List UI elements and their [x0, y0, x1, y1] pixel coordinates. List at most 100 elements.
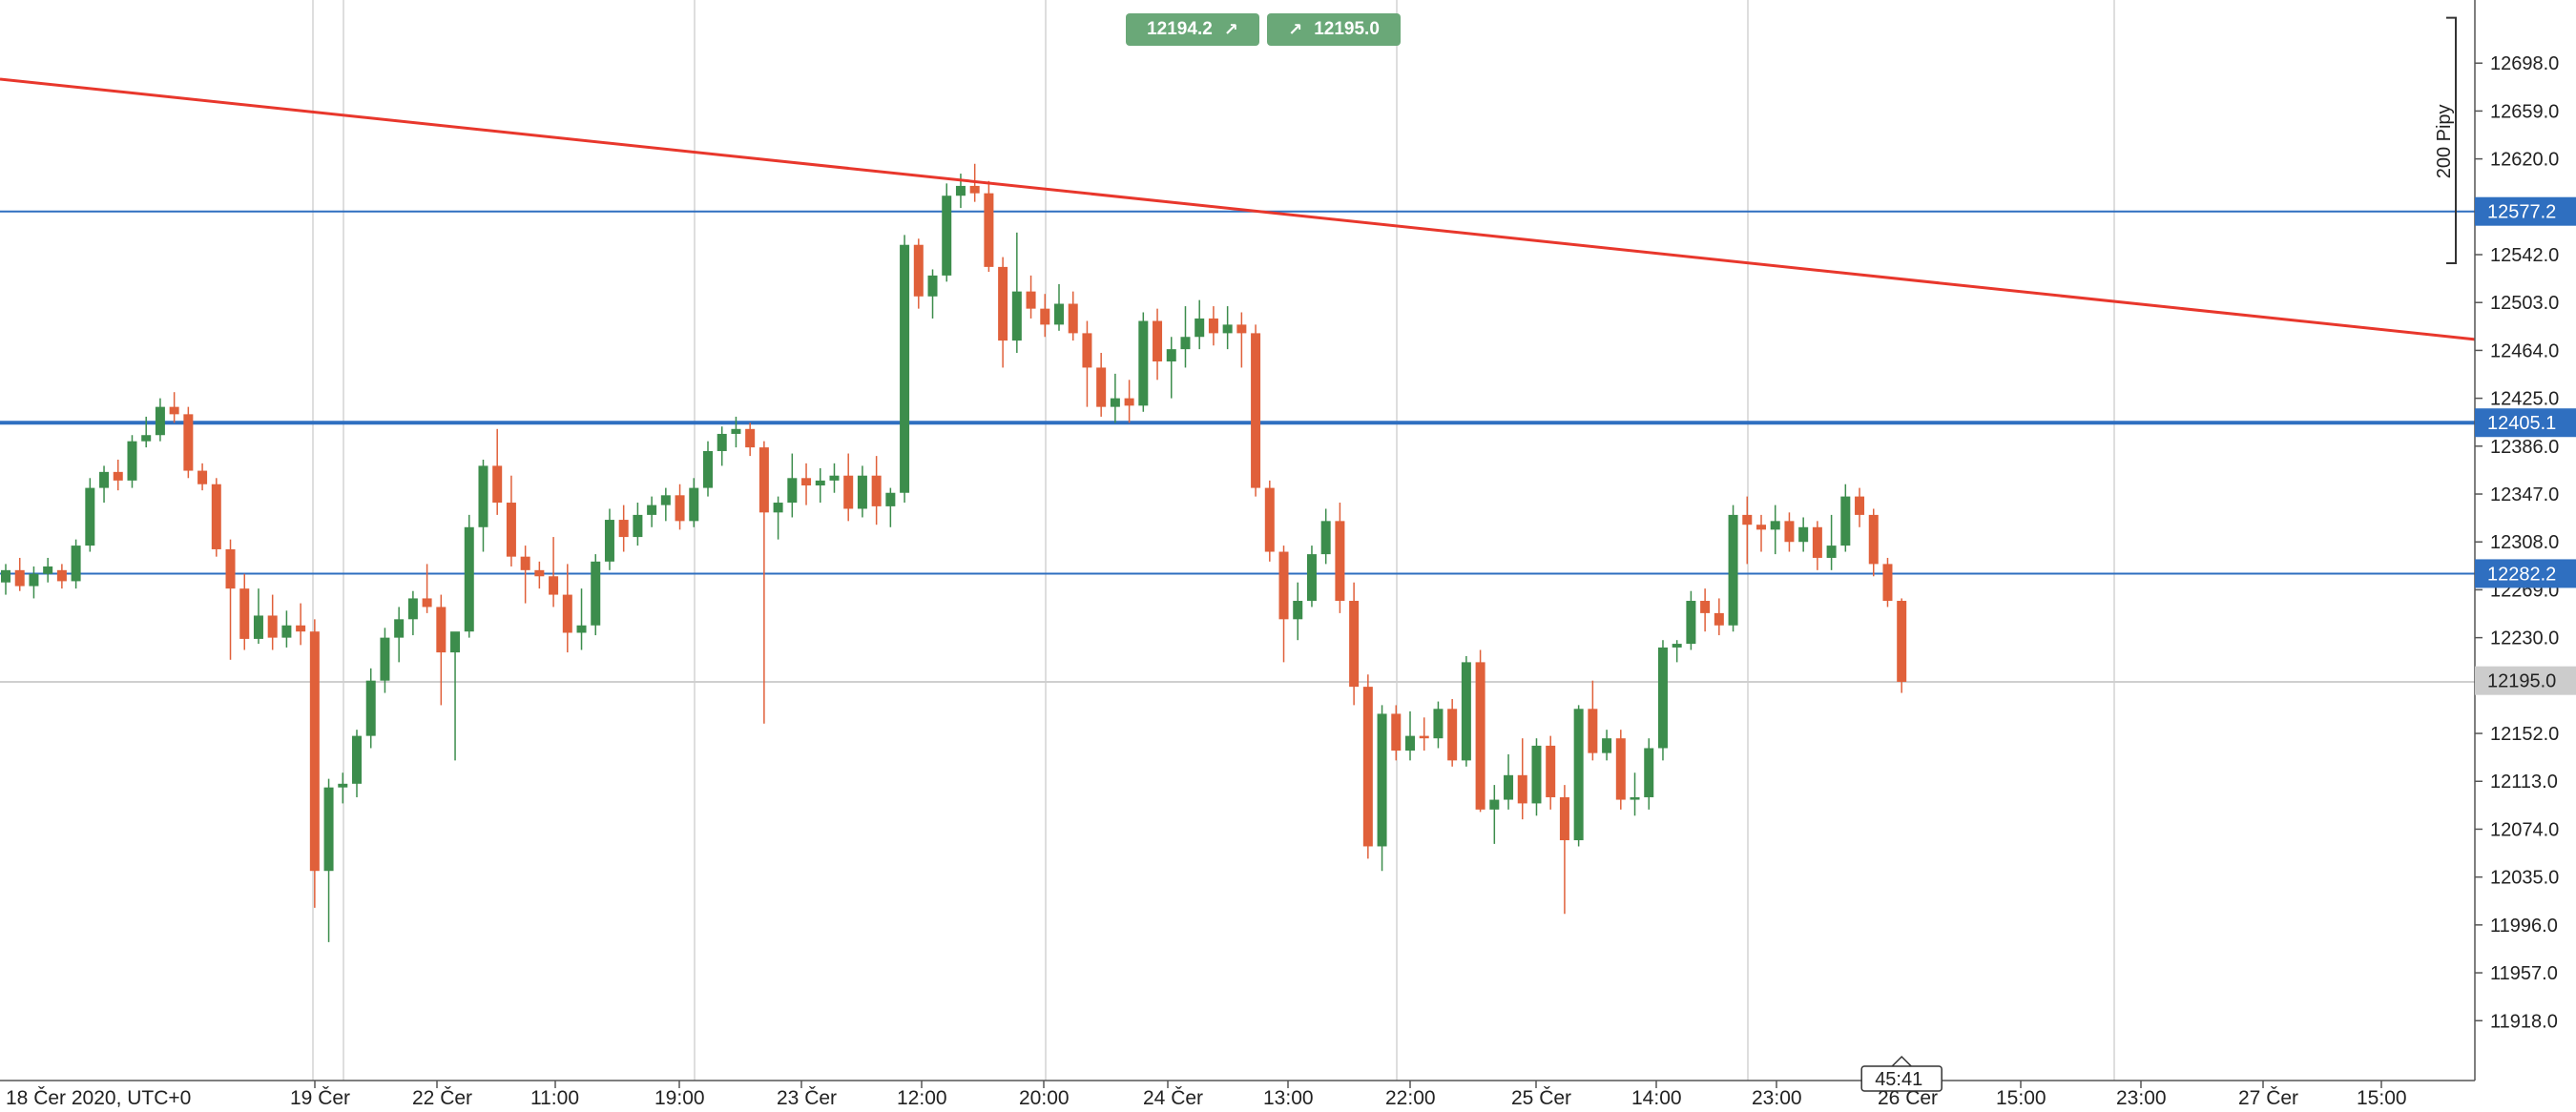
candle-body [1770, 521, 1780, 530]
candle-body [253, 615, 263, 639]
price-tick-label: 12425.0 [2490, 389, 2559, 410]
candle-body [183, 414, 194, 471]
price-level-label[interactable]: 12577.2 [2487, 202, 2556, 223]
price-tick-label: 11957.0 [2490, 963, 2558, 984]
candle-body [1657, 647, 1668, 749]
candle-body [380, 637, 390, 681]
candle [998, 257, 1008, 368]
candle-body [1222, 324, 1233, 334]
candle [1546, 735, 1556, 810]
time-tick-label: 23 Čer [777, 1087, 837, 1109]
candle-body [436, 607, 447, 653]
candle [520, 546, 530, 604]
candle [1419, 717, 1429, 752]
candle-body [197, 470, 208, 484]
candle [1195, 299, 1205, 350]
trendline[interactable] [0, 77, 2476, 341]
candle [1855, 487, 1865, 527]
candle-body [801, 478, 812, 486]
time-tick-label: 19 Čer [290, 1087, 350, 1109]
buy-button[interactable]: ↗ 12195.0 [1267, 13, 1401, 46]
candle [1489, 785, 1500, 844]
candle [927, 269, 938, 319]
candle-body [1531, 745, 1542, 804]
sell-button[interactable]: 12194.2 ↗ [1126, 13, 1259, 46]
candle [1686, 590, 1696, 650]
candle-body [1686, 601, 1696, 645]
time-tick-label: 19:00 [654, 1087, 705, 1109]
candle [731, 416, 741, 448]
candle [633, 503, 643, 546]
candle [1868, 508, 1879, 577]
candle [1728, 505, 1738, 632]
candle [1433, 701, 1444, 749]
candle [1251, 324, 1261, 497]
price-tick-label: 12308.0 [2490, 532, 2559, 553]
candle-body [1868, 514, 1879, 565]
candle-body [773, 503, 783, 513]
candle-body [1278, 551, 1289, 620]
candle-body [267, 615, 278, 638]
candle [211, 478, 221, 557]
candle [352, 730, 362, 797]
candle-body [1320, 521, 1331, 555]
time-tick-label: 26 Čer [1878, 1087, 1938, 1109]
candle-body [591, 561, 601, 626]
candle [1475, 649, 1485, 813]
candle [534, 561, 545, 589]
candle-body [562, 594, 572, 633]
time-tick-label: 25 Čer [1511, 1087, 1571, 1109]
candle-body [885, 492, 896, 506]
candle [618, 505, 629, 552]
time-tick-label: 27 Čer [2238, 1087, 2298, 1109]
candle-body [1489, 799, 1500, 810]
time-tick-label: 22 Čer [412, 1087, 472, 1109]
candle [562, 564, 572, 653]
price-level-label-bg [2475, 559, 2576, 588]
candle [436, 594, 447, 706]
price-level-label[interactable]: 12405.1 [2487, 413, 2556, 434]
candle-body [1897, 601, 1907, 682]
candle-body [1559, 796, 1569, 841]
candle [1180, 306, 1191, 368]
candle [871, 456, 882, 525]
candle [1320, 508, 1331, 565]
candle [155, 398, 165, 442]
candle-body [660, 495, 671, 505]
candle-body [871, 475, 882, 506]
candle [1882, 557, 1893, 607]
candle-body [1166, 349, 1176, 362]
candle-body [1714, 612, 1724, 626]
candle [380, 628, 390, 693]
candle [1391, 705, 1402, 761]
candle [85, 478, 95, 552]
candle [815, 467, 825, 504]
candle-body [1054, 303, 1064, 325]
candle-body [1068, 303, 1078, 334]
candle-body [1377, 713, 1387, 847]
time-tick-label: 12:00 [897, 1087, 947, 1109]
candle [1504, 753, 1514, 810]
candle [253, 588, 263, 645]
price-tick-label: 12035.0 [2490, 868, 2559, 889]
candle-body [520, 556, 530, 570]
candle-body [787, 478, 798, 504]
candle-body [1630, 796, 1640, 800]
candle-body [647, 505, 657, 515]
candle-body [99, 471, 110, 488]
candle [1335, 503, 1345, 613]
candle [1714, 598, 1724, 636]
candle-body [1251, 333, 1261, 488]
price-level-label[interactable]: 12282.2 [2487, 564, 2556, 585]
candle-body [984, 193, 994, 267]
candle [591, 554, 601, 636]
price-tick-label: 12698.0 [2490, 53, 2559, 74]
candle [549, 537, 559, 607]
candle-body [1153, 320, 1163, 362]
candle [576, 588, 587, 650]
candle-body [309, 631, 320, 872]
range-label: 200 Pipy [2434, 104, 2455, 178]
arrow-up-right-icon: ↗ [1223, 19, 1238, 39]
candle-body [211, 484, 221, 549]
